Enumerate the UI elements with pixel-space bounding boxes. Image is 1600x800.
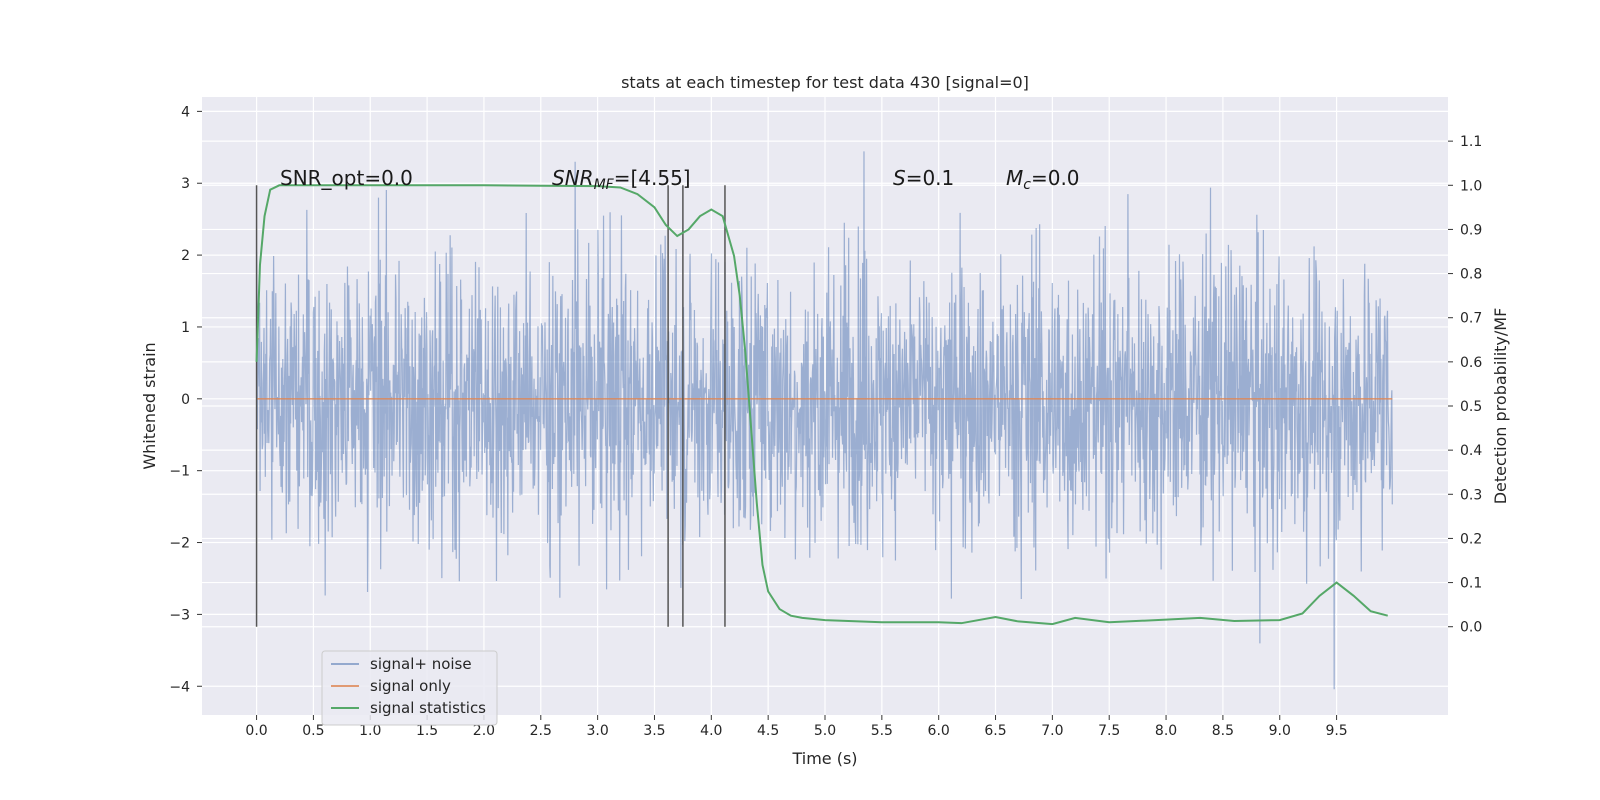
y-right-tick-label: 0.3 (1460, 487, 1482, 503)
y-tick-label: 1 (181, 320, 190, 336)
x-tick-label: 1.5 (416, 723, 438, 739)
annotation-mc-subscript: c (1023, 177, 1031, 193)
y-axis-label: Whitened strain (140, 342, 159, 469)
x-tick-label: 7.0 (1041, 723, 1063, 739)
annotation-mc-symbol: M (1006, 166, 1023, 190)
x-tick-label: 1.0 (359, 723, 381, 739)
x-tick-label: 0.5 (302, 723, 324, 739)
y-right-tick-label: 0.9 (1460, 222, 1482, 238)
x-tick-label: 8.5 (1212, 723, 1234, 739)
x-tick-label: 6.5 (984, 723, 1006, 739)
annotation-snr-mf: SNRMF=[4.55] (552, 166, 691, 193)
x-tick-label: 4.0 (700, 723, 722, 739)
vertical-markers (255, 185, 726, 627)
y-right-tick-label: 0.8 (1460, 267, 1482, 283)
y-right-tick-label: 0.0 (1460, 620, 1482, 636)
x-tick-label: 2.5 (530, 723, 552, 739)
legend-label-noise: signal+ noise (370, 655, 472, 673)
x-tick-label: 3.0 (586, 723, 608, 739)
y-right-tick-label: 0.5 (1460, 399, 1482, 415)
y-tick-label: −1 (169, 464, 190, 480)
y-tick-label: −4 (169, 679, 190, 695)
annotation-snr-opt: SNR_opt=0.0 (280, 166, 413, 190)
legend: signal+ noise signal only signal statist… (321, 650, 498, 726)
x-tick-label: 9.0 (1269, 723, 1291, 739)
x-tick-label: 5.5 (871, 723, 893, 739)
y-right-tick-label: 1.0 (1460, 178, 1482, 194)
y-tick-label: 4 (181, 104, 190, 120)
x-tick-label: 2.0 (473, 723, 495, 739)
y-tick-label: 3 (181, 176, 190, 192)
y-right-tick-label: 0.2 (1460, 531, 1482, 547)
y-right-tick-label: 0.1 (1460, 576, 1482, 592)
x-tick-label: 8.0 (1155, 723, 1177, 739)
annotation-s-symbol: S (893, 166, 906, 190)
x-axis-label: Time (s) (791, 749, 857, 768)
y-right-axis-label: Detection probability/MF (1491, 308, 1510, 505)
annotation-snr-mf-value: =[4.55] (614, 166, 691, 190)
x-tick-label: 9.5 (1325, 723, 1347, 739)
annotation-s: S=0.1 (893, 166, 954, 190)
legend-label-statistics: signal statistics (370, 699, 486, 717)
annotation-s-value: =0.1 (906, 166, 955, 190)
y-right-ticks: 1.1 1.0 0.9 0.8 0.7 0.6 0.5 0.4 0.3 0.2 0.1 0.0 (1448, 134, 1482, 636)
signal-statistics-series (255, 184, 1389, 626)
y-tick-label: 0 (181, 392, 190, 408)
y-right-tick-label: 0.7 (1460, 311, 1482, 327)
x-ticks: 0.0 0.5 1.0 1.5 2.0 2.5 3.0 3.5 4.0 4.5 5.0 5.5 6.0 6… (245, 715, 1348, 739)
legend-box (321, 650, 498, 726)
y-tick-label: −2 (169, 536, 190, 552)
annotation-snr-mf-symbol: SNR (552, 166, 594, 190)
signal-noise-series (255, 151, 1393, 690)
y-ticks: 4 3 2 1 0 −1 −2 −3 −4 (169, 104, 202, 695)
x-tick-label: 0.0 (245, 723, 267, 739)
y-right-tick-label: 0.6 (1460, 355, 1482, 371)
noise-trace (255, 151, 1393, 690)
y-right-tick-label: 1.1 (1460, 134, 1482, 150)
x-tick-label: 3.5 (643, 723, 665, 739)
chart-title: stats at each timestep for test data 430… (621, 73, 1029, 92)
annotation-mc: Mc=0.0 (1006, 166, 1080, 193)
x-tick-label: 7.5 (1098, 723, 1120, 739)
annotation-snr-mf-subscript: MF (594, 177, 615, 193)
annotation-mc-value: =0.0 (1031, 166, 1080, 190)
y-right-tick-label: 0.4 (1460, 443, 1482, 459)
x-tick-label: 4.5 (757, 723, 779, 739)
x-tick-label: 6.0 (928, 723, 950, 739)
y-tick-label: 2 (181, 248, 190, 264)
x-tick-label: 5.0 (814, 723, 836, 739)
legend-label-signal-only: signal only (370, 677, 451, 695)
y-tick-label: −3 (169, 607, 190, 623)
